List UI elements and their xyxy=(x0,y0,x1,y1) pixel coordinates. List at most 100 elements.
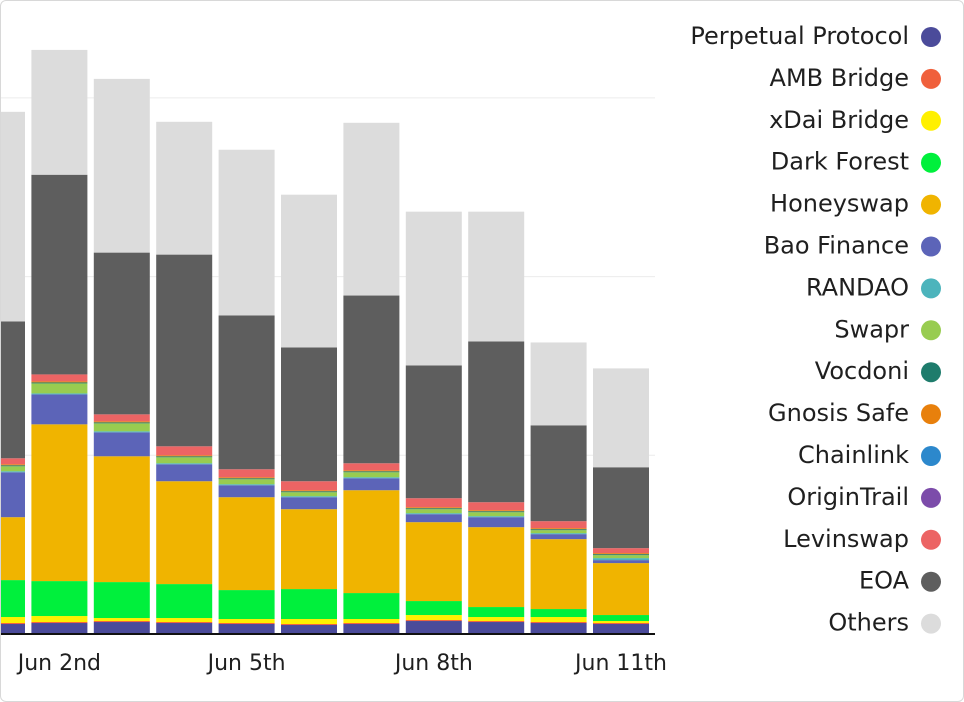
bar-segment xyxy=(1,465,25,467)
bar-segment xyxy=(31,622,88,624)
bar-segment xyxy=(1,580,25,618)
bar-segment xyxy=(218,149,275,316)
legend-label: Dark Forest xyxy=(771,148,909,176)
bar-segment xyxy=(530,609,587,618)
bar-segment xyxy=(281,492,337,497)
bar-segment xyxy=(1,472,25,518)
bar-segment xyxy=(593,560,649,564)
bar-segment xyxy=(343,463,400,471)
bar-segment xyxy=(218,590,275,620)
legend-marker xyxy=(921,446,941,466)
bar-segment xyxy=(281,497,337,510)
bar-segment xyxy=(405,507,462,509)
bar-segment xyxy=(1,623,25,625)
bar-segment xyxy=(530,539,587,610)
bar-segment xyxy=(93,432,150,457)
bar-segment xyxy=(281,490,337,492)
bar-segment xyxy=(468,516,525,518)
legend-label: Swapr xyxy=(834,315,909,343)
bar-segment xyxy=(93,582,150,619)
bar-segment xyxy=(343,472,400,478)
bar-segment xyxy=(468,510,525,512)
legend-label: Honeyswap xyxy=(770,190,909,218)
bar-segment xyxy=(218,485,275,498)
bar-segment xyxy=(468,617,525,622)
bar-segment xyxy=(468,502,525,511)
bar-segment xyxy=(1,464,25,466)
bar-segment xyxy=(530,521,587,529)
legend-label: Vocdoni xyxy=(815,357,909,385)
bar-segment xyxy=(468,341,525,503)
bar-segment xyxy=(93,618,150,622)
bar-segment xyxy=(405,211,462,366)
bar-segment xyxy=(343,471,400,473)
bar-segment xyxy=(218,477,275,479)
legend-label: Chainlink xyxy=(798,441,909,469)
bar-segment xyxy=(31,616,88,623)
bar-segment xyxy=(93,414,150,422)
bar-segment xyxy=(593,368,649,468)
bar-segment xyxy=(1,471,25,473)
bar-segment xyxy=(156,455,213,457)
bar-segment xyxy=(281,481,337,491)
legend-marker xyxy=(921,152,941,173)
bar-segment xyxy=(31,623,88,633)
bar-segment xyxy=(93,422,150,424)
legend-label: Perpetual Protocol xyxy=(690,22,909,50)
bar-segment xyxy=(31,49,88,175)
legend-marker xyxy=(921,278,941,299)
bar-segment xyxy=(405,509,462,514)
bar-segment xyxy=(31,393,88,395)
bar-segment xyxy=(405,620,462,622)
bar-segment xyxy=(343,624,400,633)
bar-segment xyxy=(281,624,337,626)
legend-marker xyxy=(921,571,941,592)
bar-segment xyxy=(530,623,587,633)
bar-segment xyxy=(593,467,649,549)
bar-segment xyxy=(218,478,275,480)
legend-marker xyxy=(921,68,941,89)
bar-segment xyxy=(468,517,525,528)
bar-segment xyxy=(156,618,213,623)
bar-segment xyxy=(218,497,275,591)
legend-marker xyxy=(921,320,941,341)
x-tick-label: Jun 5th xyxy=(206,651,286,676)
bar-segment xyxy=(281,625,337,633)
legend-label: Levinswap xyxy=(783,525,909,553)
bar-segment xyxy=(156,254,213,447)
legend-marker xyxy=(921,404,941,425)
bar-segment xyxy=(405,522,462,602)
bar-segment xyxy=(281,589,337,620)
bar-segment xyxy=(156,463,213,465)
legend-marker xyxy=(921,194,941,215)
bar-segment xyxy=(530,342,587,426)
legend-marker xyxy=(921,487,941,508)
bar-segment xyxy=(593,623,649,625)
bar-segment xyxy=(31,581,88,617)
bar-segment xyxy=(530,533,587,535)
x-tick-label: Jun 8th xyxy=(393,651,473,676)
bar-segment xyxy=(530,617,587,623)
bar-segment xyxy=(405,508,462,510)
bar-segment xyxy=(343,623,400,625)
bar-segment xyxy=(93,622,150,633)
bar-segment xyxy=(593,555,649,559)
bar-segment xyxy=(31,383,88,394)
bar-segment xyxy=(31,374,88,382)
legend-label: RANDAO xyxy=(806,273,909,301)
bar-segment xyxy=(218,315,275,470)
bar-segment xyxy=(593,558,649,561)
bar-segment xyxy=(218,484,275,486)
bar-segment xyxy=(343,470,400,472)
bar-segment xyxy=(93,252,150,415)
bar-segment xyxy=(31,174,88,375)
bar-segment xyxy=(281,194,337,348)
legend-marker xyxy=(921,529,941,550)
bar-segment xyxy=(343,478,400,491)
bar-segment xyxy=(156,456,213,458)
bar-segment xyxy=(530,529,587,531)
bar-segment xyxy=(593,553,649,555)
bar-segment xyxy=(93,421,150,423)
bar-segment xyxy=(218,479,275,485)
